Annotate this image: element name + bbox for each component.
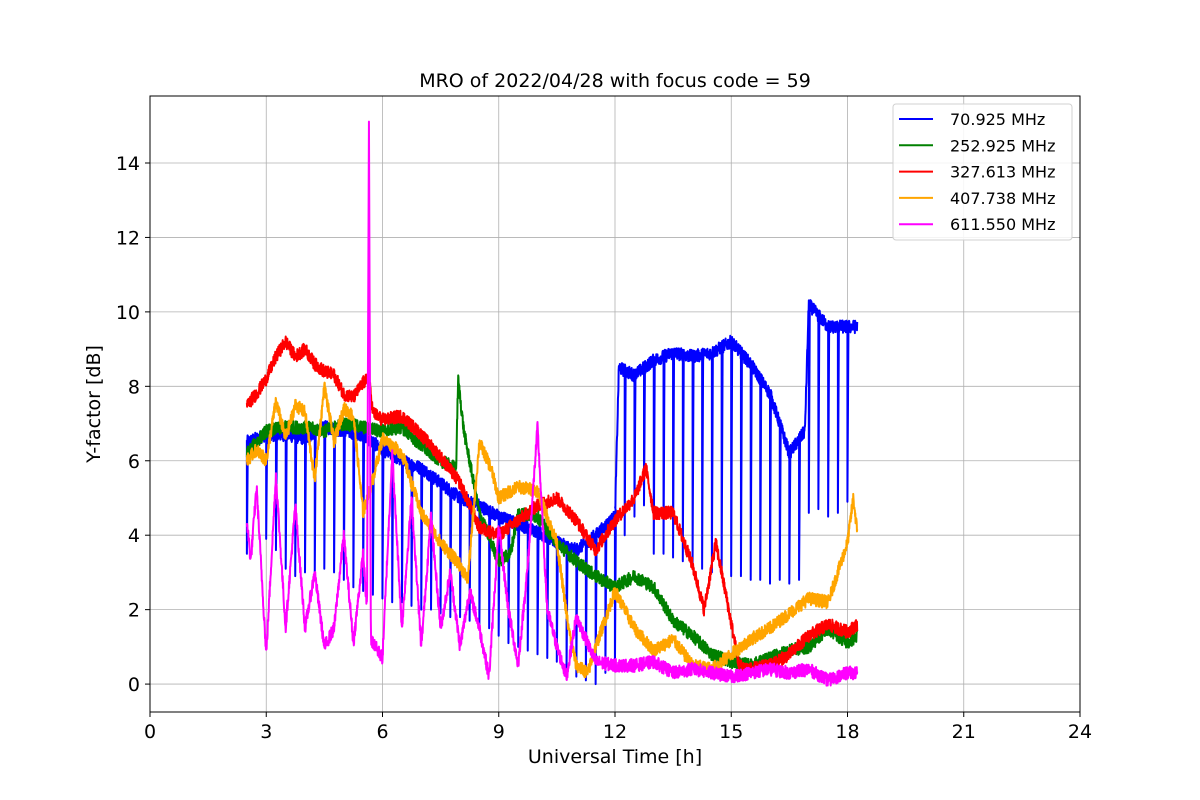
x-tick-label: 0 [144,721,156,743]
y-tick-label: 6 [128,451,140,473]
y-axis: 0 2 4 6 8 10 12 14 [116,153,150,696]
series-layer [245,120,859,687]
legend-label: 252.925 MHz [950,136,1055,155]
y-tick-label: 14 [116,153,140,175]
y-tick-label: 8 [128,376,140,398]
y-tick-label: 0 [128,674,140,696]
x-tick-label: 24 [1068,721,1092,743]
x-tick-label: 6 [376,721,388,743]
x-axis: 0 3 6 9 12 15 18 21 24 [144,712,1092,743]
legend-label: 327.613 MHz [950,163,1055,182]
x-tick-label: 21 [952,721,976,743]
x-tick-label: 15 [719,721,743,743]
y-tick-label: 4 [128,525,140,547]
legend: 70.925 MHz 252.925 MHz 327.613 MHz 407.738 … [892,103,1073,241]
y-axis-label: Y-factor [dB] [83,345,105,464]
series-line [245,120,859,687]
x-tick-label: 9 [493,721,505,743]
x-tick-label: 12 [603,721,627,743]
chart-title: MRO of 2022/04/28 with focus code = 59 [419,70,811,92]
y-tick-label: 12 [116,227,140,249]
series-line [245,381,859,679]
legend-label: 611.550 MHz [950,215,1055,234]
y-tick-label: 10 [116,302,140,324]
x-axis-label: Universal Time [h] [528,746,702,768]
legend-label: 70.925 MHz [950,110,1045,129]
y-tick-label: 2 [128,600,140,622]
legend-label: 407.738 MHz [950,189,1055,208]
x-tick-label: 18 [835,721,859,743]
legend-box [892,103,1073,241]
x-tick-label: 3 [260,721,272,743]
